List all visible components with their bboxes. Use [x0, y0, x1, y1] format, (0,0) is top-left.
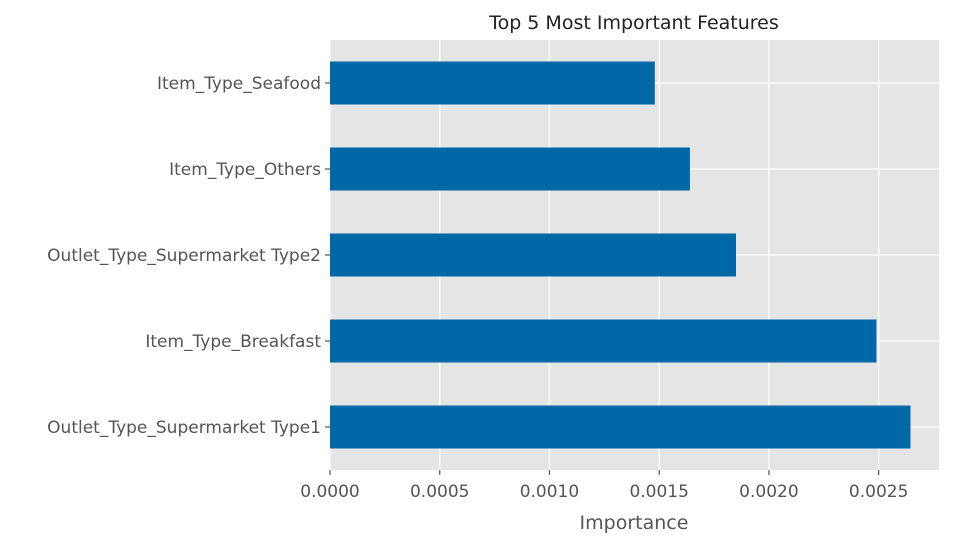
x-tick-label: 0.0000: [300, 482, 359, 502]
y-tick-label: Outlet_Type_Supermarket Type1: [47, 418, 321, 438]
x-axis-label: Importance: [580, 512, 689, 534]
x-tick-label: 0.0010: [520, 482, 579, 502]
bar: [330, 405, 911, 449]
x-tick-label: 0.0015: [629, 482, 688, 502]
chart-title: Top 5 Most Important Features: [488, 12, 779, 34]
x-tick-label: 0.0005: [410, 482, 469, 502]
y-tick-label: Item_Type_Breakfast: [145, 332, 321, 352]
y-tick-label: Outlet_Type_Supermarket Type2: [47, 246, 321, 266]
x-axis: 0.0000 0.0005 0.0010 0.0015 0.0020 0.0025: [300, 470, 908, 502]
x-tick-label: 0.0025: [849, 482, 908, 502]
y-axis: Outlet_Type_Supermarket Type1 Item_Type_B…: [47, 74, 330, 438]
x-tick-label: 0.0020: [739, 482, 798, 502]
y-tick-label: Item_Type_Seafood: [157, 74, 321, 94]
bar: [330, 61, 655, 105]
bar: [330, 319, 877, 363]
y-tick-label: Item_Type_Others: [169, 160, 321, 180]
bars: [330, 61, 911, 449]
bar: [330, 147, 690, 191]
bar: [330, 233, 736, 277]
